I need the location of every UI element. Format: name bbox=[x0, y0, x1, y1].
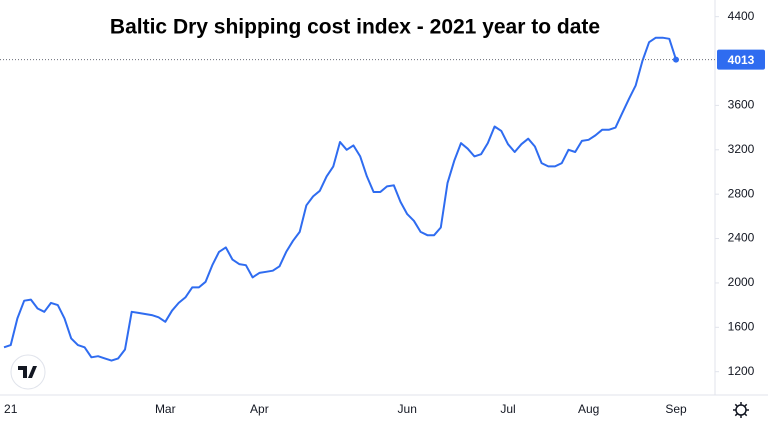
logo-mark[interactable] bbox=[18, 366, 37, 378]
y-tick-label: 2800 bbox=[728, 186, 755, 200]
gear-teeth[interactable] bbox=[733, 402, 749, 418]
y-tick-label: 2000 bbox=[728, 275, 755, 289]
y-tick-label: 2400 bbox=[728, 231, 755, 245]
y-tick-label: 3200 bbox=[728, 142, 755, 156]
last-value-label: 4013 bbox=[728, 53, 755, 67]
y-tick-label: 4400 bbox=[728, 9, 755, 23]
logo-circle[interactable] bbox=[10, 354, 46, 390]
price-line bbox=[3, 36, 677, 362]
y-tick-label: 1200 bbox=[728, 364, 755, 378]
x-tick-label: Jun bbox=[398, 402, 417, 416]
x-tick-label: Sep bbox=[665, 402, 687, 416]
last-value-tag bbox=[717, 49, 765, 70]
y-tick-label: 3600 bbox=[728, 98, 755, 112]
chart-title: Baltic Dry shipping cost index - 2021 ye… bbox=[110, 16, 600, 39]
last-point bbox=[673, 56, 679, 63]
y-tick-label: 1600 bbox=[728, 319, 755, 333]
settings-icon[interactable] bbox=[733, 402, 749, 418]
x-tick-label: 21 bbox=[4, 402, 18, 416]
x-tick-label: Apr bbox=[250, 402, 269, 416]
x-tick-label: Mar bbox=[155, 402, 176, 416]
x-tick-label: Jul bbox=[500, 402, 515, 416]
logo[interactable] bbox=[10, 354, 46, 390]
x-tick-label: Aug bbox=[578, 402, 599, 416]
